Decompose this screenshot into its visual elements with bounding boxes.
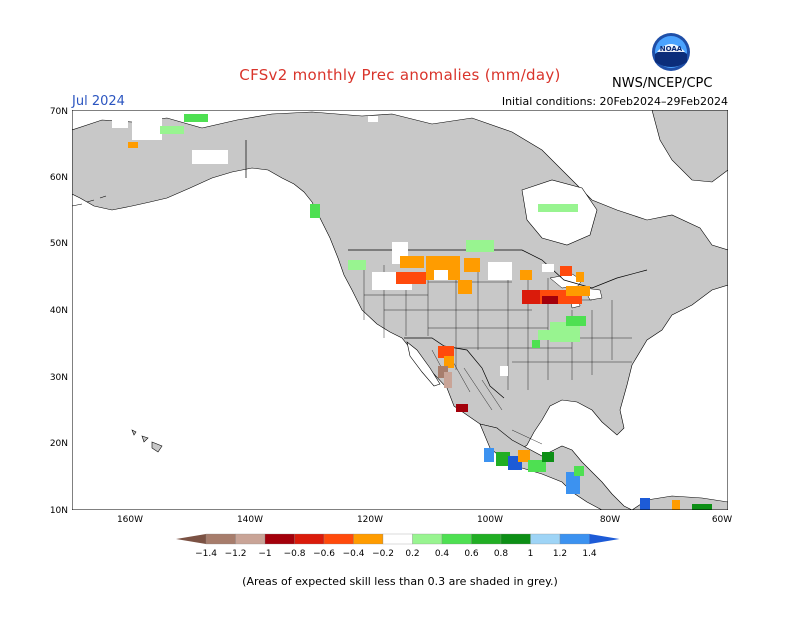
colorbar-swatch: [412, 533, 443, 545]
colorbar-label: −0.8: [284, 549, 306, 559]
lat-tick-label: 20N: [50, 439, 68, 449]
colorbar-arrow-left: [176, 534, 206, 544]
colorbar-label: −1.2: [225, 549, 247, 559]
lon-tick-label: 100W: [477, 515, 503, 525]
anomaly-cells: [112, 114, 712, 510]
colorbar-swatch: [264, 533, 295, 545]
colorbar-swatch: [294, 533, 325, 545]
colorbar-swatch: [382, 533, 413, 545]
lat-tick-label: 10N: [50, 506, 68, 516]
colorbar-label: 0.2: [405, 549, 419, 559]
agency-label: NWS/NCEP/CPC: [612, 76, 713, 91]
colorbar-label: −0.2: [372, 549, 394, 559]
precip-map: [72, 110, 728, 510]
colorbar-swatch: [353, 533, 384, 545]
colorbar-swatch: [471, 533, 502, 545]
lon-tick-label: 80W: [600, 515, 620, 525]
colorbar-label: 0.6: [464, 549, 479, 559]
border-canada-us: [245, 140, 648, 289]
lon-tick-label: 120W: [357, 515, 383, 525]
aleutian-islands: [72, 195, 107, 207]
hudson-bay: [521, 179, 598, 246]
initial-conditions: Initial conditions: 20Feb2024–29Feb2024: [501, 95, 728, 108]
lat-tick-label: 50N: [50, 239, 68, 249]
colorbar-swatch: [441, 533, 472, 545]
colorbar-label: −0.4: [343, 549, 365, 559]
colorbar-swatch: [530, 533, 561, 545]
lon-tick-label: 160W: [117, 515, 143, 525]
colorbar-swatch: [235, 533, 266, 545]
colorbar-label: −0.6: [313, 549, 335, 559]
lat-tick-label: 70N: [50, 107, 68, 117]
colorbar-swatch: [323, 533, 354, 545]
lat-tick-label: 60N: [50, 173, 68, 183]
lat-axis: 70N 60N 50N 40N 30N 20N 10N: [50, 107, 68, 516]
footnote: (Areas of expected skill less than 0.3 a…: [242, 575, 558, 588]
lat-tick-label: 40N: [50, 306, 68, 316]
chart-title: CFSv2 monthly Prec anomalies (mm/day): [239, 66, 561, 84]
colorbar-label: 0.4: [435, 549, 450, 559]
colorbar-label: 0.8: [494, 549, 509, 559]
mexico-states: [431, 349, 543, 445]
colorbar-label: 1.4: [582, 549, 597, 559]
lon-axis: 160W 140W 120W 100W 80W 60W: [117, 515, 732, 525]
colorbar-label: −1: [258, 549, 271, 559]
noaa-logo-text: NOAA: [660, 45, 683, 53]
colorbar-arrow-right: [589, 534, 620, 544]
colorbar-label: −1.4: [195, 549, 217, 559]
border-us-mexico: [404, 337, 505, 399]
gulf-of-california: [406, 341, 441, 387]
lon-tick-label: 140W: [237, 515, 263, 525]
colorbar-label: 1.2: [553, 549, 567, 559]
state-borders: [363, 260, 632, 390]
hawaii-islands: [131, 429, 163, 453]
lon-tick-label: 60W: [712, 515, 732, 525]
forecast-month: Jul 2024: [72, 94, 125, 109]
colorbar-swatch: [500, 533, 531, 545]
colorbar-swatch: [559, 533, 590, 545]
colorbar-swatch: [205, 533, 236, 545]
noaa-logo: NOAA: [652, 33, 690, 71]
land-greenland: [651, 110, 728, 183]
lat-tick-label: 30N: [50, 373, 68, 383]
colorbar-label: 1: [528, 549, 534, 559]
colorbar: −1.4 −1.2 −1 −0.8 −0.6 −0.4 −0.2 0.2 0.4 0.6 0.8 1 1…: [176, 533, 620, 559]
